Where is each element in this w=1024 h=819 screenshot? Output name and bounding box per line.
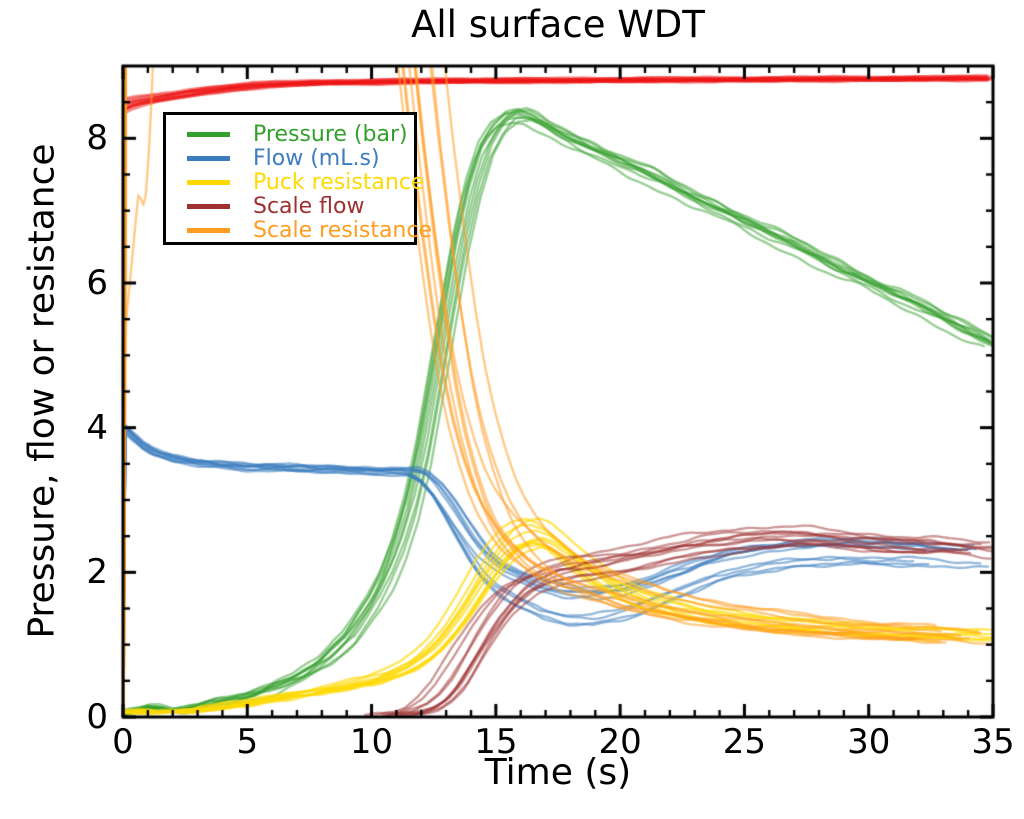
x-tick-label: 15 <box>474 722 518 762</box>
x-tick-label: 20 <box>598 722 642 762</box>
x-tick-label: 25 <box>722 722 767 762</box>
legend-item-flow: Flow (mL.s) <box>166 145 414 171</box>
legend: Pressure (bar) Flow (mL.s) Puck resistan… <box>163 112 432 245</box>
x-tick-label: 30 <box>847 722 891 762</box>
legend-label-pressure: Pressure (bar) <box>253 121 408 147</box>
x-tick-label: 35 <box>971 722 1015 762</box>
scale-flow-line-swatch <box>187 203 230 209</box>
y-tick-label: 0 <box>86 697 108 737</box>
y-tick-label: 2 <box>86 552 108 593</box>
legend-label-scale-flow: Scale flow <box>253 193 365 219</box>
legend-item-scale-flow: Scale flow <box>166 193 414 219</box>
x-tick-label: 0 <box>112 722 134 762</box>
x-tick-label: 5 <box>236 722 259 762</box>
pressure-line-swatch <box>187 131 230 137</box>
legend-label-scale-resistance: Scale resistance <box>253 217 432 243</box>
y-tick-label: 6 <box>86 263 108 303</box>
scale-resistance-line-swatch <box>187 227 230 233</box>
legend-item-puck-resistance: Puck resistance <box>166 170 424 195</box>
legend-item-scale-resistance: Scale resistance <box>166 218 432 243</box>
x-tick-label: 10 <box>349 722 394 762</box>
legend-item-pressure: Pressure (bar) <box>166 121 414 147</box>
legend-label-puck-resistance: Puck resistance <box>253 169 425 195</box>
flow-line-swatch <box>187 155 230 161</box>
legend-label-flow: Flow (mL.s) <box>253 145 380 171</box>
x-axis-label: Time (s) <box>484 752 632 793</box>
puck-resistance-line-swatch <box>187 179 230 185</box>
y-tick-label: 8 <box>86 118 108 159</box>
y-tick-label: 4 <box>86 407 108 448</box>
chart-title: All surface WDT <box>411 3 705 46</box>
